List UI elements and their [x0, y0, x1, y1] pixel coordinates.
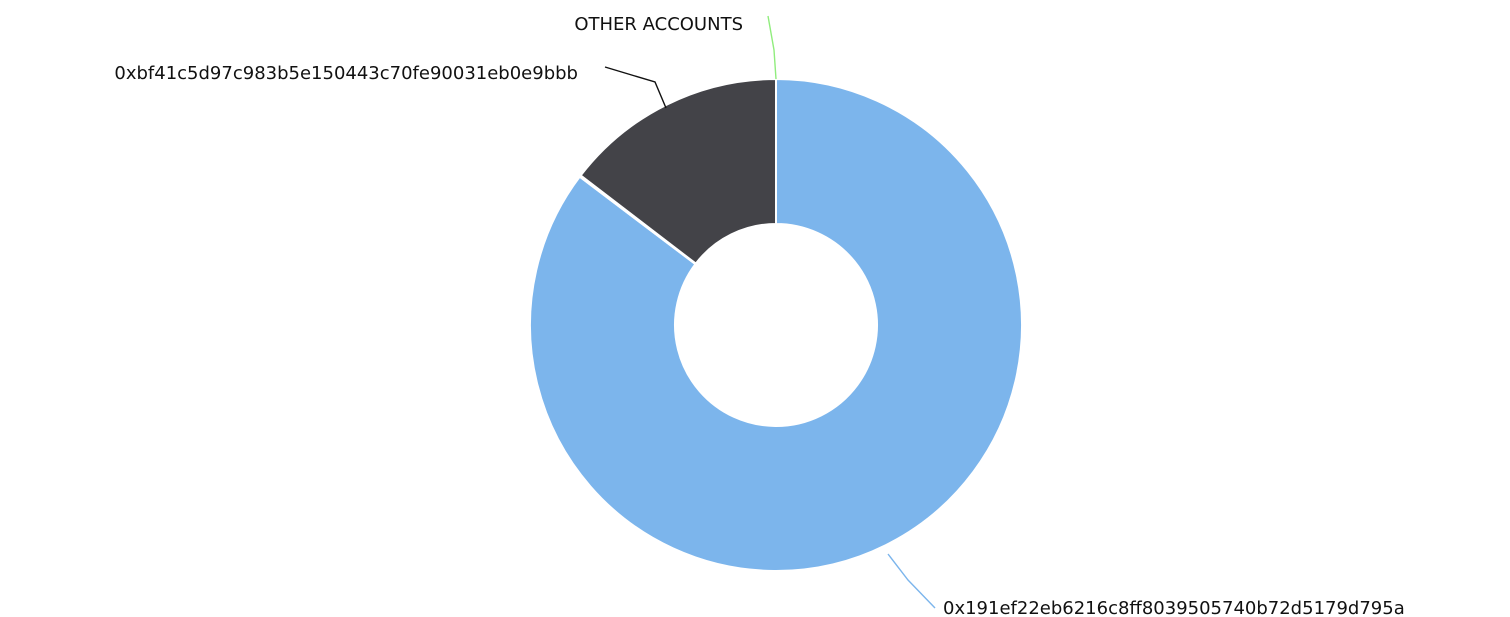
slice-label-second-account: 0xbf41c5d97c983b5e150443c70fe90031eb0e9b…: [114, 63, 578, 84]
slice-labels: 0x191ef22eb6216c8ff8039505740b72d5179d79…: [114, 14, 1404, 617]
slice-label-other-accounts: OTHER ACCOUNTS: [574, 14, 743, 35]
connector-other-accounts: [767, 15, 777, 80]
label-connectors: [604, 15, 936, 609]
donut-slice-main-account[interactable]: [529, 77, 1023, 572]
donut-slice-second-account[interactable]: [579, 77, 777, 266]
donut-slices: [529, 77, 1023, 572]
connector-second-account: [604, 66, 667, 109]
slice-label-main-account: 0x191ef22eb6216c8ff8039505740b72d5179d79…: [943, 598, 1405, 617]
connector-main-account: [887, 553, 936, 609]
